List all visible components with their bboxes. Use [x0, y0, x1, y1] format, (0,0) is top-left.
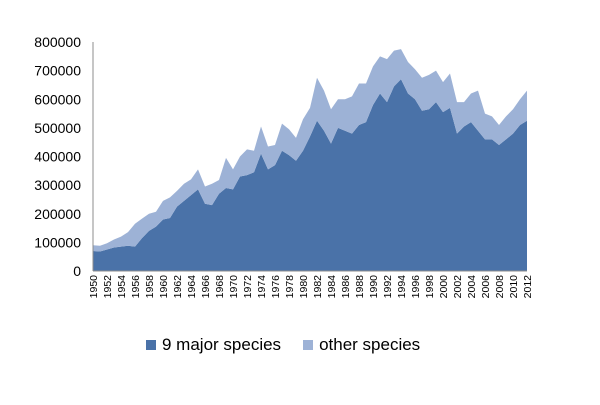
y-tick-label: 700000: [34, 63, 81, 79]
x-tick-label: 1960: [158, 275, 170, 299]
x-tick-label: 1970: [228, 275, 240, 299]
x-tick-label: 1972: [242, 275, 254, 299]
x-tick-label: 2000: [438, 275, 450, 299]
legend-label-major: 9 major species: [162, 335, 282, 354]
x-tick-label: 1976: [270, 275, 282, 299]
y-tick-label: 100000: [34, 234, 81, 250]
area-series-major: [93, 79, 527, 272]
x-tick-label: 2006: [480, 275, 492, 299]
legend-label-other: other species: [319, 335, 421, 354]
y-tick-label: 800000: [34, 34, 81, 50]
legend-item-other: other species: [303, 335, 420, 355]
x-tick-label: 1980: [298, 275, 310, 299]
x-tick-label: 1978: [284, 275, 296, 299]
y-tick-label: 400000: [34, 149, 81, 165]
y-tick-label: 0: [73, 263, 81, 279]
x-tick-label: 1994: [396, 275, 408, 299]
x-tick-label: 1974: [256, 275, 268, 299]
x-tick-label: 1968: [214, 275, 226, 299]
x-tick-label: 1984: [326, 275, 338, 299]
legend-swatch-major: [146, 340, 156, 350]
x-tick-label: 1988: [354, 275, 366, 299]
x-tick-label: 1990: [368, 275, 380, 299]
x-tick-label: 1964: [186, 275, 198, 299]
y-tick-label: 200000: [34, 206, 81, 222]
x-tick-label: 1996: [410, 275, 422, 299]
x-tick-label: 2008: [494, 275, 506, 299]
y-tick-label: 600000: [34, 91, 81, 107]
plot-areas: [93, 49, 527, 272]
x-tick-label: 2004: [466, 275, 478, 299]
y-tick-label: 300000: [34, 177, 81, 193]
x-axis-tick-labels: 1950 1952 1954 1956 1958 1960 1962 1964 1966 1968…: [88, 275, 534, 299]
x-tick-label: 1958: [144, 275, 156, 299]
x-tick-label: 2010: [508, 275, 520, 299]
legend-item-major: 9 major species: [146, 335, 281, 355]
x-tick-label: 2012: [522, 275, 534, 299]
area-series-other: [93, 49, 527, 252]
x-tick-label: 1998: [424, 275, 436, 299]
y-axis-tick-labels: 0 100000 200000 300000 400000 500000 600000 700…: [34, 34, 81, 279]
x-tick-label: 1962: [172, 275, 184, 299]
x-tick-label: 1992: [382, 275, 394, 299]
y-tick-label: 500000: [34, 120, 81, 136]
x-tick-label: 1956: [130, 275, 142, 299]
x-tick-label: 1982: [312, 275, 324, 299]
legend-swatch-other: [303, 340, 314, 350]
x-tick-label: 1952: [102, 275, 114, 299]
x-tick-label: 1950: [88, 275, 100, 299]
legend: 9 major species other species: [146, 332, 420, 358]
x-tick-label: 1954: [116, 275, 128, 299]
x-tick-label: 2002: [452, 275, 464, 299]
x-tick-label: 1966: [200, 275, 212, 299]
axes: [92, 42, 527, 272]
x-tick-label: 1986: [340, 275, 352, 299]
